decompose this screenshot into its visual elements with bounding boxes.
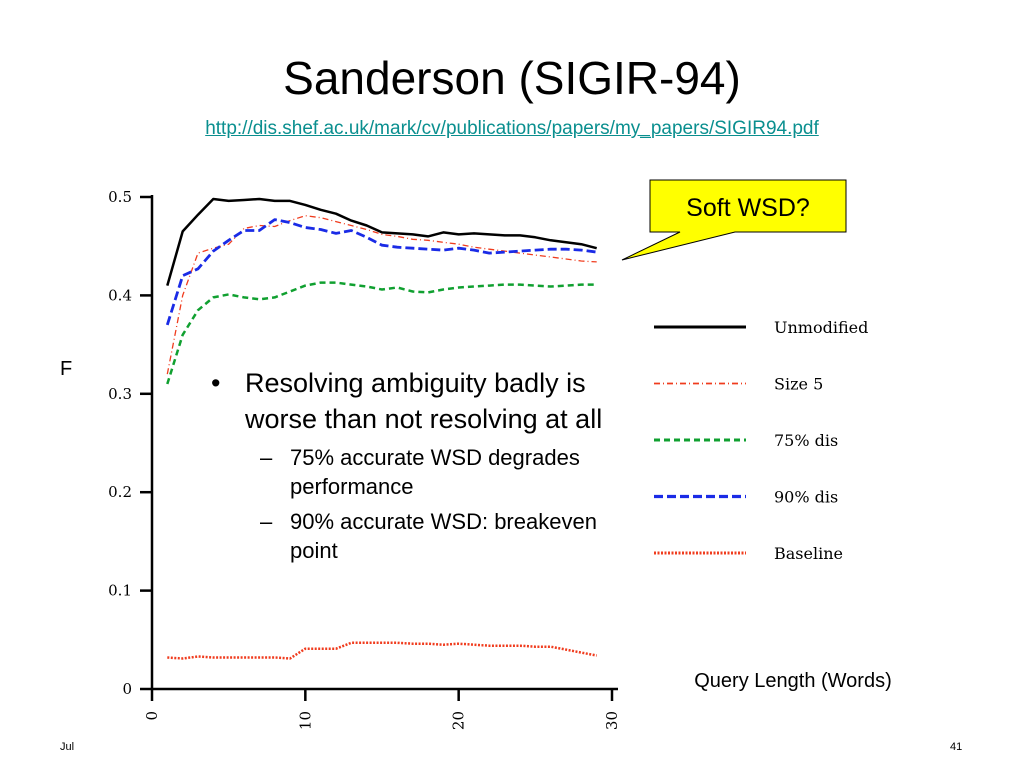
x-tick-label: 10 [296, 711, 314, 730]
footer-date: Jul [60, 741, 75, 753]
subbullet-dash: – [260, 445, 273, 470]
y-tick-label: 0.4 [108, 286, 132, 304]
chart-axes: 0 0.1 0.2 0.3 0.4 0.5 0 10 20 30 [108, 188, 621, 730]
legend-label: Unmodified [774, 318, 868, 337]
bullet-list: • Resolving ambiguity badly is worse than… [205, 365, 625, 565]
callout: Soft WSD? [621, 179, 847, 261]
subbullet-item: –90% accurate WSD: breakeven point [205, 507, 625, 565]
y-tick-label: 0.1 [108, 582, 132, 600]
subbullet-item: –75% accurate WSD degrades performance [205, 443, 625, 501]
legend-label: 75% dis [774, 431, 838, 450]
x-tick-label: 0 [143, 711, 161, 721]
callout-box [621, 179, 847, 261]
y-tick-label: 0.5 [108, 188, 132, 206]
series-line-90-dis [165, 218, 597, 326]
slide-number: 41 [950, 741, 963, 753]
series-line-baseline [167, 641, 597, 660]
series-line-75-dis [166, 281, 597, 385]
chart-series [165, 197, 598, 660]
subbullet-dash: – [260, 509, 273, 534]
x-tick-label: 30 [603, 711, 621, 730]
chart-legend: Unmodified Size 5 75% dis 90% dis Baseline [654, 318, 868, 563]
y-tick-label: 0.2 [108, 483, 132, 501]
subbullet-text: 75% accurate WSD degrades performance [290, 445, 580, 499]
x-axis-label: Query Length (Words) [694, 670, 892, 692]
bullet-item: • Resolving ambiguity badly is worse than… [205, 365, 625, 437]
slide-title: Sanderson (SIGIR-94) [283, 52, 741, 104]
series-line-size-5 [166, 215, 597, 375]
series-line-unmodified [166, 197, 598, 286]
y-axis-label: F [60, 358, 72, 380]
paper-link[interactable]: http://dis.shef.ac.uk/mark/cv/publicatio… [205, 118, 819, 139]
bullet-dot: • [211, 368, 221, 398]
legend-label: Size 5 [774, 375, 823, 394]
subbullet-text: 90% accurate WSD: breakeven point [290, 509, 597, 563]
x-tick-label: 20 [450, 711, 468, 730]
bullet-text: Resolving ambiguity badly is worse than … [245, 368, 603, 434]
y-tick-label: 0 [122, 680, 132, 698]
legend-label: 90% dis [774, 488, 838, 507]
callout-text: Soft WSD? [686, 194, 810, 222]
legend-label: Baseline [774, 544, 843, 563]
y-tick-label: 0.3 [108, 385, 132, 403]
